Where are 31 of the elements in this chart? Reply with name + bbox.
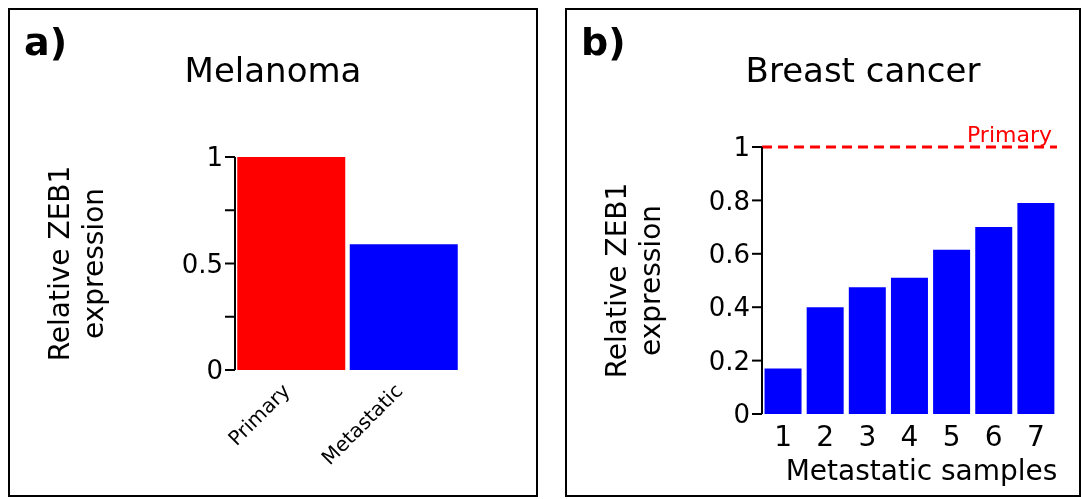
y-axis-title: Relative ZEB1 expression [600, 182, 667, 379]
bar [933, 249, 971, 414]
y-axis-title: Relative ZEB1 expression [43, 165, 110, 362]
y-tick-label: 0 [733, 399, 750, 430]
chart-title: Melanoma [184, 50, 362, 90]
y-tick-label: 0.5 [181, 248, 223, 279]
bar [764, 368, 802, 414]
y-tick-label: 0.2 [708, 345, 750, 376]
bar [806, 307, 844, 414]
x-axis-title: Metastatic samples [784, 454, 1059, 487]
text: b) [581, 20, 626, 64]
y-tick-label: 1 [206, 142, 223, 173]
bar [890, 277, 928, 414]
y-tick-label: 0.6 [708, 239, 750, 270]
chart-title: Breast cancer [745, 50, 981, 90]
bar [1017, 203, 1055, 414]
y-tick-label: 0.4 [708, 292, 750, 323]
ref-line-label: Primary [966, 122, 1052, 147]
x-tick-label: 6 [984, 420, 1003, 453]
y-tick-label: 0 [206, 355, 223, 386]
text: a) [24, 20, 68, 64]
x-tick-label: 1 [774, 420, 792, 453]
x-tick-label: 4 [900, 420, 919, 453]
bar [975, 227, 1013, 414]
bar [848, 287, 886, 414]
x-tick-label: 7 [1027, 420, 1045, 453]
x-tick-label: 2 [816, 420, 835, 453]
x-tick-label: 3 [858, 420, 877, 453]
y-tick-label: 1 [733, 132, 750, 163]
x-tick-label: 5 [942, 420, 961, 453]
y-tick-label: 0.8 [708, 185, 750, 216]
